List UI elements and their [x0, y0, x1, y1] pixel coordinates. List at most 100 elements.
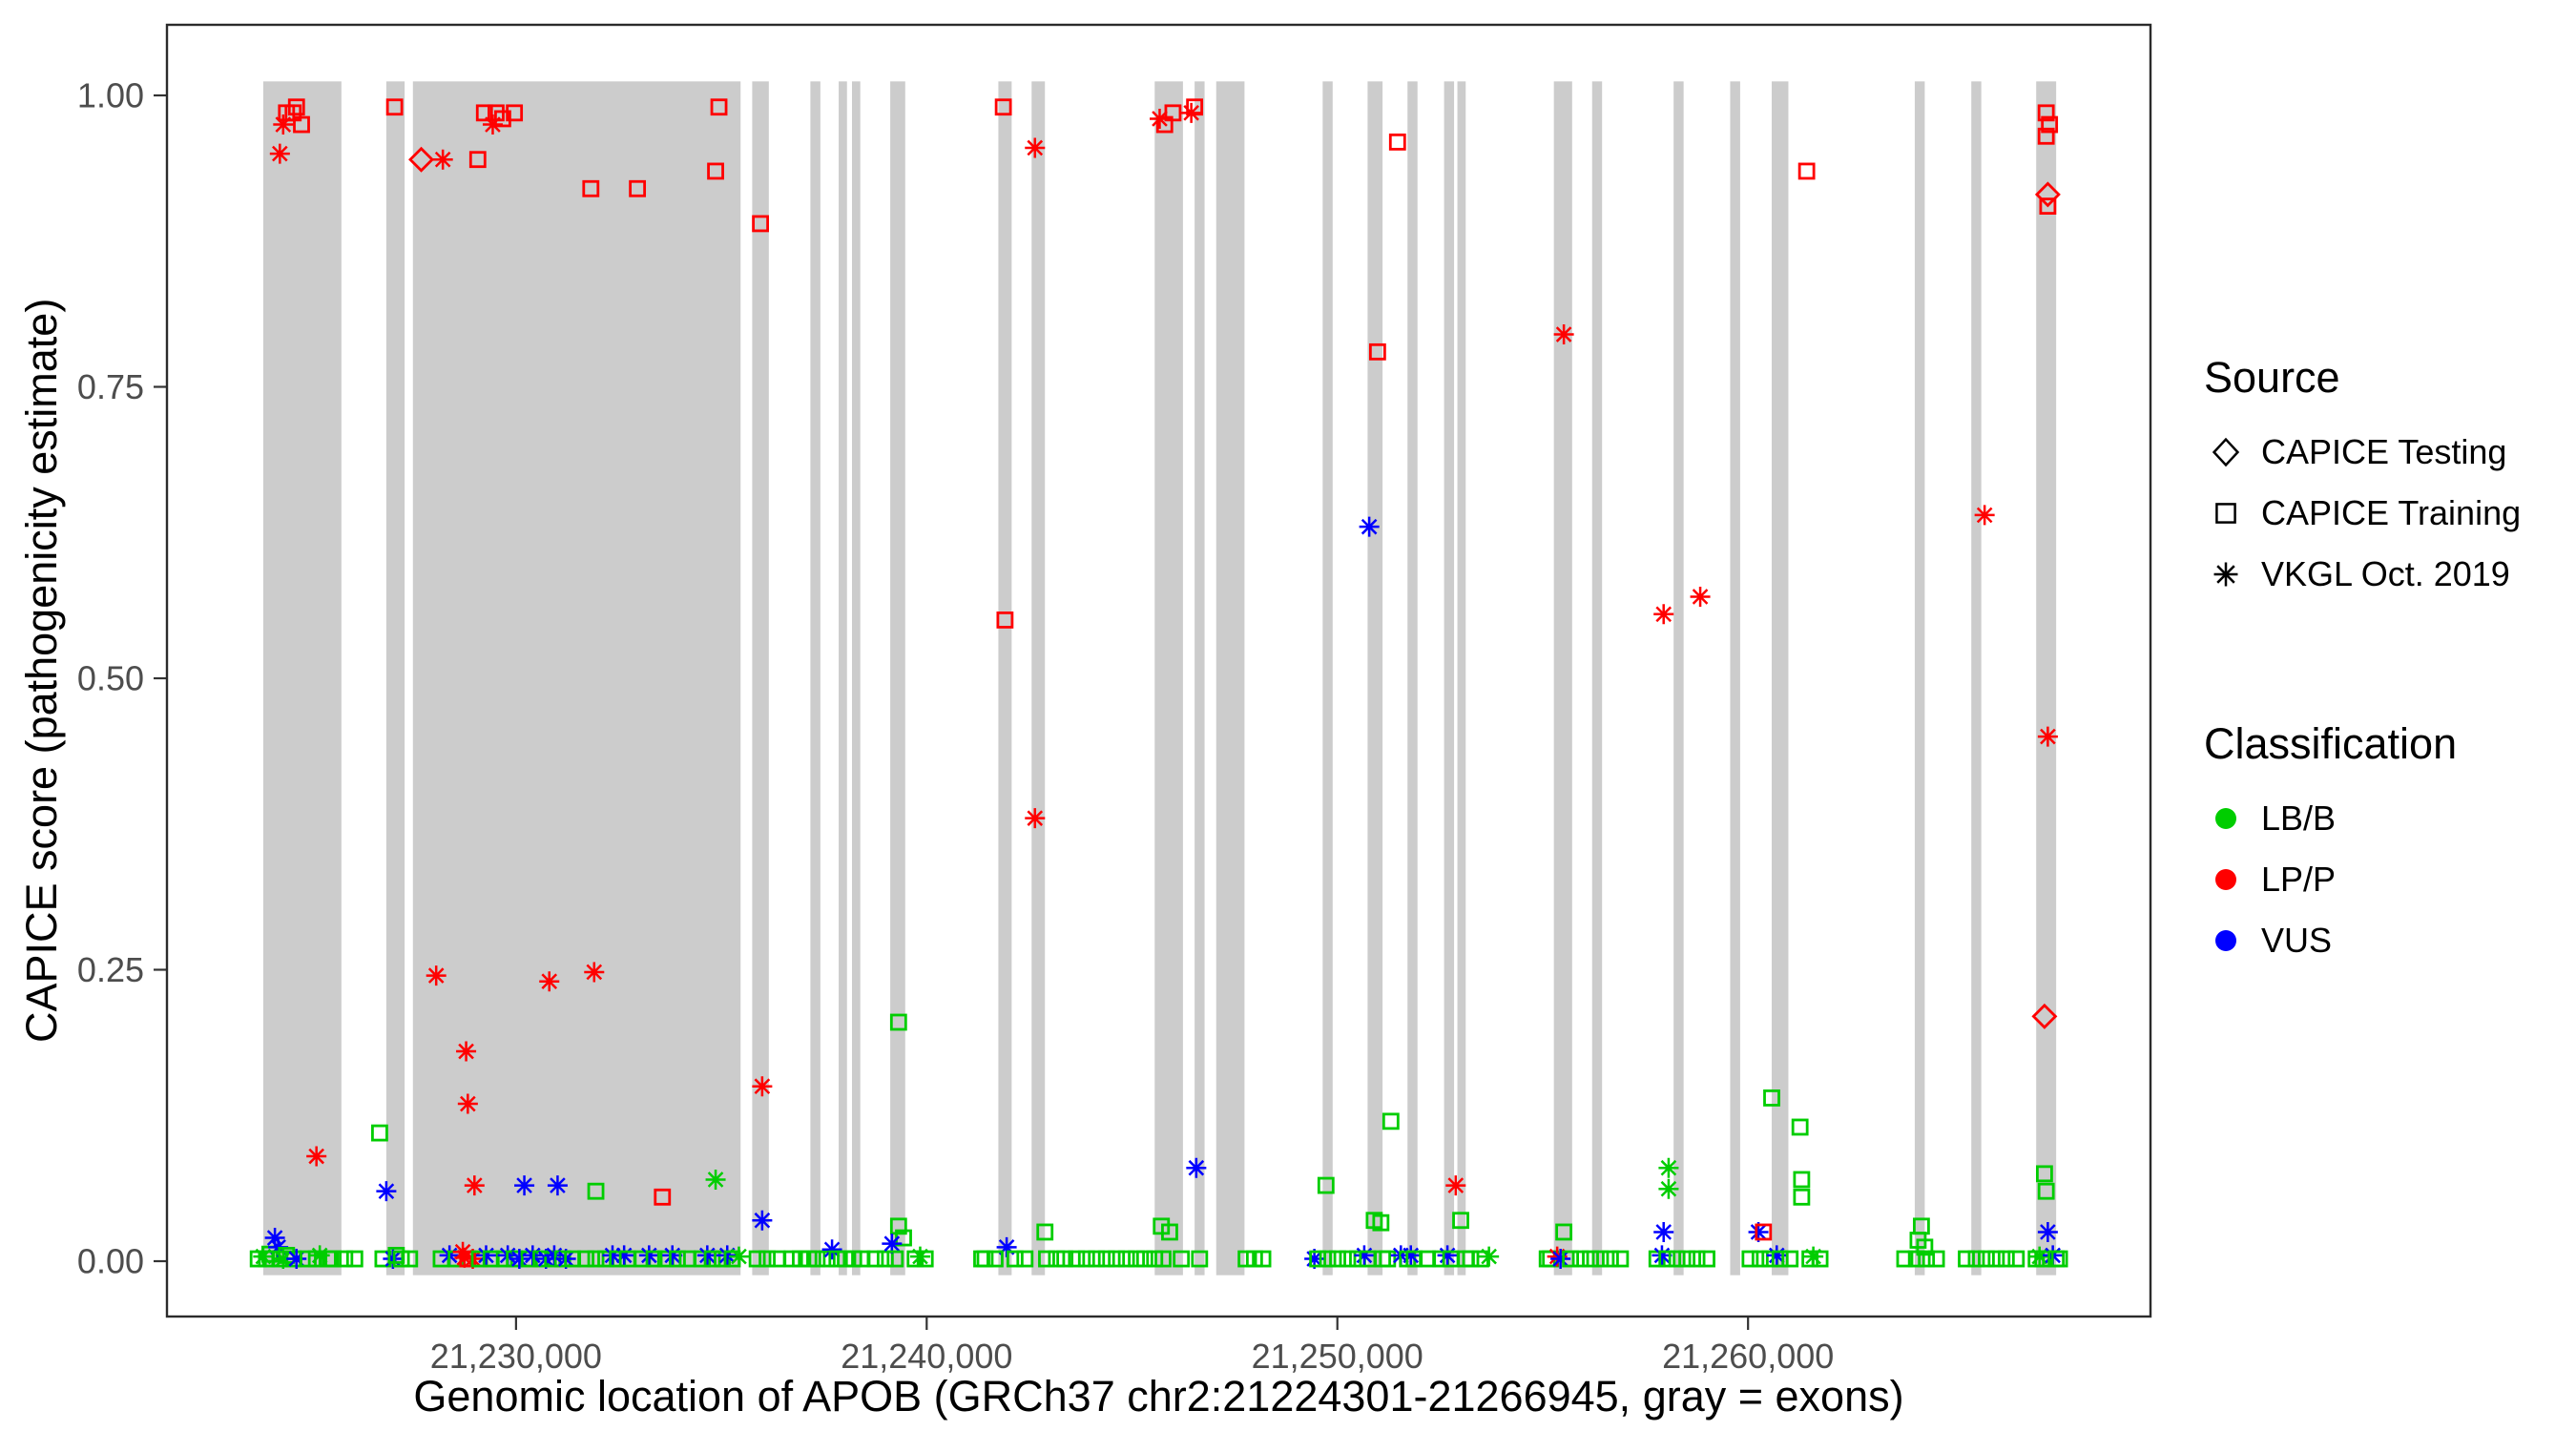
- data-point: [1329, 1250, 1346, 1268]
- data-point: [1755, 1223, 1773, 1241]
- y-tick-label: 0.25: [77, 950, 144, 989]
- data-point: [1562, 1250, 1579, 1268]
- data-point: [1401, 1245, 1422, 1266]
- data-point: [2037, 104, 2055, 122]
- data-point: [1913, 1217, 1930, 1235]
- data-point: [432, 149, 453, 170]
- data-point: [1793, 1188, 1811, 1206]
- exon-band: [1914, 81, 1925, 1275]
- data-point: [996, 612, 1014, 629]
- data-point: [752, 1210, 773, 1231]
- data-point: [703, 1250, 721, 1268]
- panel-border: [165, 23, 2152, 1318]
- data-point: [1452, 1212, 1469, 1230]
- y-tick-label: 0.75: [77, 367, 144, 406]
- data-point: [889, 1013, 907, 1031]
- data-point: [1967, 1250, 1985, 1268]
- data-point: [584, 962, 605, 983]
- data-point: [1077, 1250, 1095, 1268]
- legend-item-label: LP/P: [2261, 860, 2337, 899]
- exon-band: [2036, 81, 2057, 1275]
- exon-band: [1322, 81, 1333, 1275]
- data-point: [2041, 115, 2059, 134]
- data-point: [468, 151, 487, 169]
- asterisk-icon: [2213, 562, 2238, 587]
- data-point: [1896, 1250, 1914, 1268]
- green-dot-icon: [2215, 808, 2236, 829]
- data-point: [582, 179, 600, 197]
- legend-item-label: LB/B: [2261, 798, 2337, 838]
- data-point: [818, 1250, 836, 1268]
- x-tick-label: 21,260,000: [1662, 1337, 1834, 1376]
- data-point: [752, 1076, 773, 1097]
- data-point: [1811, 1250, 1829, 1268]
- data-point: [475, 1245, 496, 1266]
- data-point: [1036, 1223, 1054, 1241]
- data-point: [645, 1250, 663, 1268]
- exon-band: [1673, 81, 1684, 1275]
- data-point: [2034, 181, 2061, 208]
- exon-band: [1215, 81, 1245, 1275]
- legend: Source CAPICE Testing CAPICE Training VK…: [2204, 353, 2566, 971]
- data-point: [1354, 1245, 1375, 1266]
- data-point: [1751, 1250, 1769, 1268]
- exon-band: [1730, 81, 1740, 1275]
- data-point: [1741, 1250, 1759, 1268]
- data-point: [1907, 1250, 1925, 1268]
- data-point: [273, 114, 294, 135]
- legend-item-capice-testing: CAPICE Testing: [2204, 422, 2566, 483]
- data-point: [866, 1250, 884, 1268]
- data-point: [1978, 1250, 1995, 1268]
- data-point: [1186, 98, 1204, 116]
- data-point: [996, 1236, 1017, 1257]
- data-point: [1918, 1250, 1936, 1268]
- legend-item-label: CAPICE Training: [2261, 493, 2522, 532]
- data-point: [808, 1250, 826, 1268]
- data-point: [287, 98, 305, 116]
- data-point: [506, 104, 524, 122]
- data-point: [889, 1217, 907, 1235]
- data-point: [1097, 1250, 1115, 1268]
- data-point: [401, 1250, 419, 1268]
- exon-band: [412, 81, 741, 1275]
- data-point: [1056, 1250, 1074, 1268]
- exon-band: [1367, 81, 1383, 1275]
- data-point: [1658, 1250, 1676, 1268]
- data-point: [705, 1169, 726, 1190]
- legend-item-capice-training: CAPICE Training: [2204, 483, 2566, 544]
- square-icon: [2215, 503, 2236, 524]
- data-point: [2007, 1250, 2025, 1268]
- data-point: [1781, 1250, 1799, 1268]
- data-point: [1658, 1157, 1679, 1178]
- legend-source-title: Source: [2204, 353, 2340, 402]
- data-point: [482, 114, 503, 135]
- red-dot-icon: [2215, 869, 2236, 890]
- data-point: [475, 104, 493, 122]
- data-point: [1766, 1245, 1787, 1266]
- data-point: [1038, 1250, 1055, 1268]
- data-point: [1372, 1213, 1390, 1232]
- data-point: [1437, 1245, 1458, 1266]
- data-point: [1381, 1112, 1400, 1130]
- data-point: [1359, 516, 1380, 537]
- data-point: [2036, 1165, 2053, 1183]
- data-point: [577, 1250, 594, 1268]
- data-point: [1254, 1250, 1272, 1268]
- data-point: [587, 1182, 605, 1200]
- data-point: [2029, 1246, 2050, 1267]
- data-point: [1339, 1250, 1357, 1268]
- exon-band: [890, 81, 905, 1275]
- data-point: [464, 1175, 485, 1196]
- data-point: [1698, 1250, 1715, 1268]
- data-point: [547, 1175, 568, 1196]
- data-point: [2037, 127, 2055, 145]
- data-point: [728, 1246, 749, 1267]
- data-point: [2039, 197, 2057, 215]
- data-point: [758, 1250, 776, 1268]
- data-point: [2037, 1182, 2055, 1200]
- data-point: [1553, 324, 1574, 345]
- x-tick-label: 21,230,000: [430, 1337, 602, 1376]
- data-point: [1173, 1250, 1191, 1268]
- data-point: [1068, 1250, 1086, 1268]
